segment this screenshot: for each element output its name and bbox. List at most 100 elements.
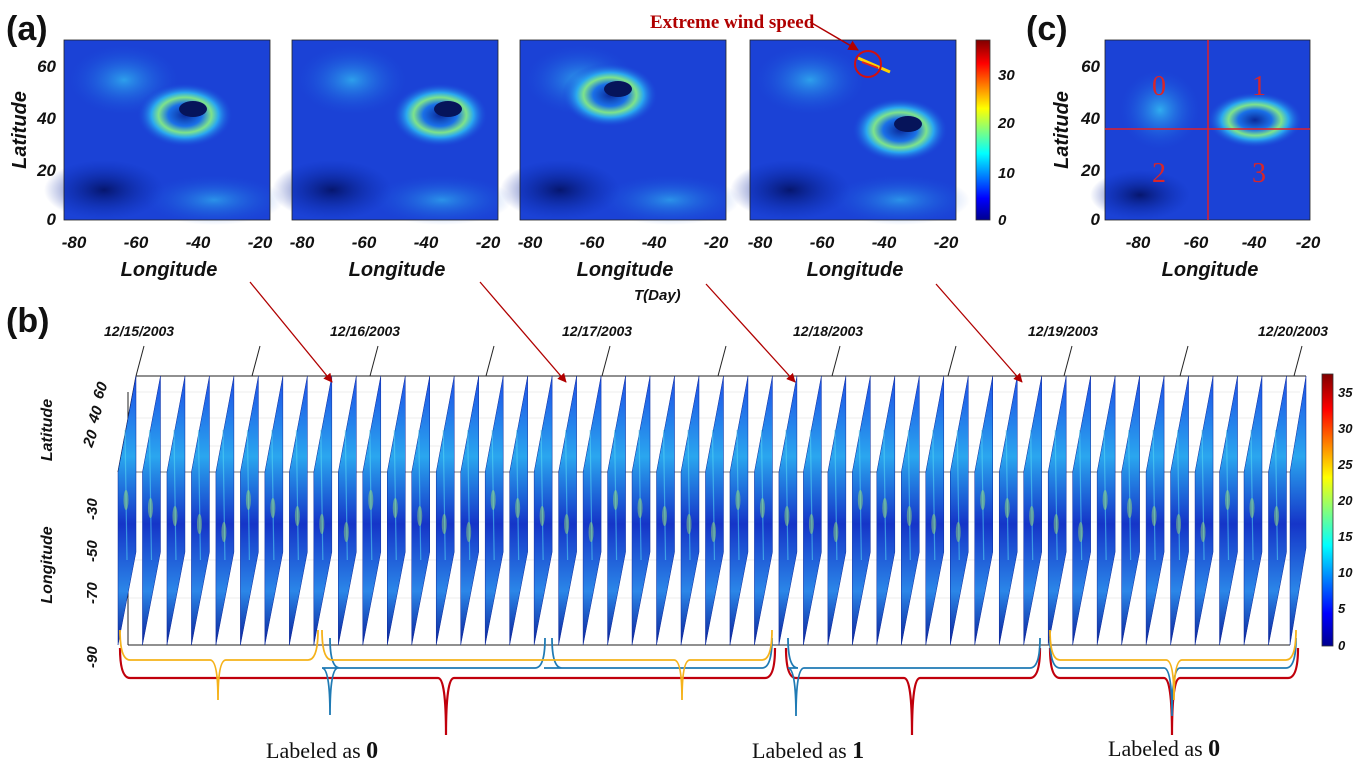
x-tick: -40: [414, 233, 439, 252]
x-tick: -60: [810, 233, 835, 252]
time-slice: [876, 375, 896, 646]
time-slice: [1121, 375, 1140, 646]
group-label: Labeled as 1: [752, 738, 864, 764]
colorbar-tick: 20: [997, 115, 1015, 132]
day-tick: [1179, 345, 1189, 377]
wind-speed-map: -80 -60 -40 -20 Longitude: [730, 39, 970, 281]
colorbar-tick: 5: [1338, 601, 1346, 616]
quadrant-label: 1: [1252, 71, 1266, 102]
bracket: [118, 647, 777, 736]
lat-tick: 40: [84, 403, 106, 426]
time-slice: [1243, 375, 1263, 646]
colorbar-b: 0 5 10 15 20 25 30 35: [1321, 373, 1353, 653]
lon-tick: -70: [84, 582, 101, 604]
colorbar-tick: 35: [1338, 385, 1353, 400]
x-tick: -80: [748, 233, 773, 252]
y-axis-title: Latitude: [1051, 91, 1073, 169]
time-slice: [240, 375, 259, 646]
time-slice: [1219, 375, 1238, 646]
x-tick: -80: [518, 233, 543, 252]
time-slice: [460, 375, 479, 646]
day-tick: [1293, 345, 1303, 377]
link-arrows: [249, 281, 1023, 383]
colorbar-a: 0 10 20 30: [975, 39, 1015, 229]
link-arrow: [249, 281, 333, 383]
time-slice: [827, 375, 847, 646]
y-tick: 40: [36, 109, 56, 128]
date-label: 12/17/2003: [562, 323, 632, 339]
time-slice: [1170, 375, 1189, 646]
time-slice: [435, 375, 455, 646]
colorbar-tick: 0: [998, 212, 1007, 229]
y-tick: 60: [37, 57, 56, 76]
day-tick: [1063, 345, 1073, 377]
lon-axis-title: Longitude: [39, 526, 56, 603]
time-slice: [607, 375, 626, 646]
day-tick: [135, 345, 145, 377]
date-label: 12/15/2003: [104, 323, 174, 339]
bracket: [1048, 647, 1300, 736]
time-slice: [852, 375, 871, 646]
day-tick: [717, 345, 727, 377]
time-slice: [1047, 375, 1067, 646]
x-tick: -40: [1242, 233, 1267, 252]
x-tick: -80: [1126, 233, 1151, 252]
x-tick: -60: [580, 233, 605, 252]
time-slice: [191, 375, 210, 646]
group-label: Labeled as 0: [266, 738, 378, 764]
x-tick: -40: [872, 233, 897, 252]
lon-tick: -30: [84, 498, 101, 520]
time-slice: [362, 375, 382, 646]
extreme-wind-annotation: Extreme wind speed: [650, 12, 815, 33]
x-tick: -20: [934, 233, 959, 252]
lat-tick: 60: [90, 379, 112, 401]
x-axis-title: Longitude: [349, 259, 446, 281]
quadrant-label: 2: [1152, 158, 1166, 189]
time-slice: [729, 375, 749, 646]
link-arrow: [935, 283, 1023, 383]
time-slice: [387, 375, 406, 646]
time-axis-label: T(Day): [634, 287, 681, 304]
extreme-wind-circle: [854, 50, 882, 78]
colorbar-tick: 15: [1338, 529, 1353, 544]
time-slices: [117, 375, 1307, 646]
day-tick: [251, 345, 261, 377]
quadrant-label: 3: [1252, 158, 1266, 189]
x-axis-title: Longitude: [807, 259, 904, 281]
time-slice: [925, 375, 945, 646]
link-arrow: [705, 283, 796, 383]
link-arrow: [479, 281, 567, 383]
panel-c: 0 1 2 3 0 20 40 60 Latitude -80 -60 -40 …: [1051, 39, 1321, 281]
x-tick: -20: [248, 233, 273, 252]
panel-label-a: (a): [6, 10, 48, 48]
time-slice: [1096, 375, 1116, 646]
time-slice: [998, 375, 1018, 646]
quadrant-label: 0: [1152, 71, 1166, 102]
panel-label-b: (b): [6, 302, 49, 340]
time-slice: [289, 375, 308, 646]
time-slice: [1289, 375, 1307, 646]
x-axis-title: Longitude: [1162, 259, 1259, 281]
x-axis-title: Longitude: [577, 259, 674, 281]
wind-speed-map: -80 -60 -40 -20 Longitude: [500, 39, 740, 281]
time-slice: [778, 375, 798, 646]
lat-tick: 20: [79, 427, 101, 450]
colorbar-tick: 0: [1338, 638, 1346, 653]
lon-tick: -90: [84, 646, 101, 668]
panel-a-y-axis: 0 20 40 60 Latitude: [9, 57, 57, 229]
lon-tick: -50: [84, 540, 101, 562]
bracket: [544, 637, 773, 669]
y-tick: 20: [1080, 161, 1100, 180]
bracket: [119, 629, 319, 701]
time-slice: [1194, 375, 1214, 646]
time-slice: [484, 375, 504, 646]
x-tick: -60: [1184, 233, 1209, 252]
day-tick: [601, 345, 611, 377]
panel-b: 12/15/2003 12/16/2003 12/17/2003 12/18/2…: [39, 287, 1353, 764]
x-tick: -80: [62, 233, 87, 252]
time-slice: [974, 375, 993, 646]
day-tick: [369, 345, 379, 377]
y-tick: 0: [47, 210, 57, 229]
colorbar-tick: 20: [1337, 493, 1353, 508]
group-label: Labeled as 0: [1108, 736, 1220, 762]
